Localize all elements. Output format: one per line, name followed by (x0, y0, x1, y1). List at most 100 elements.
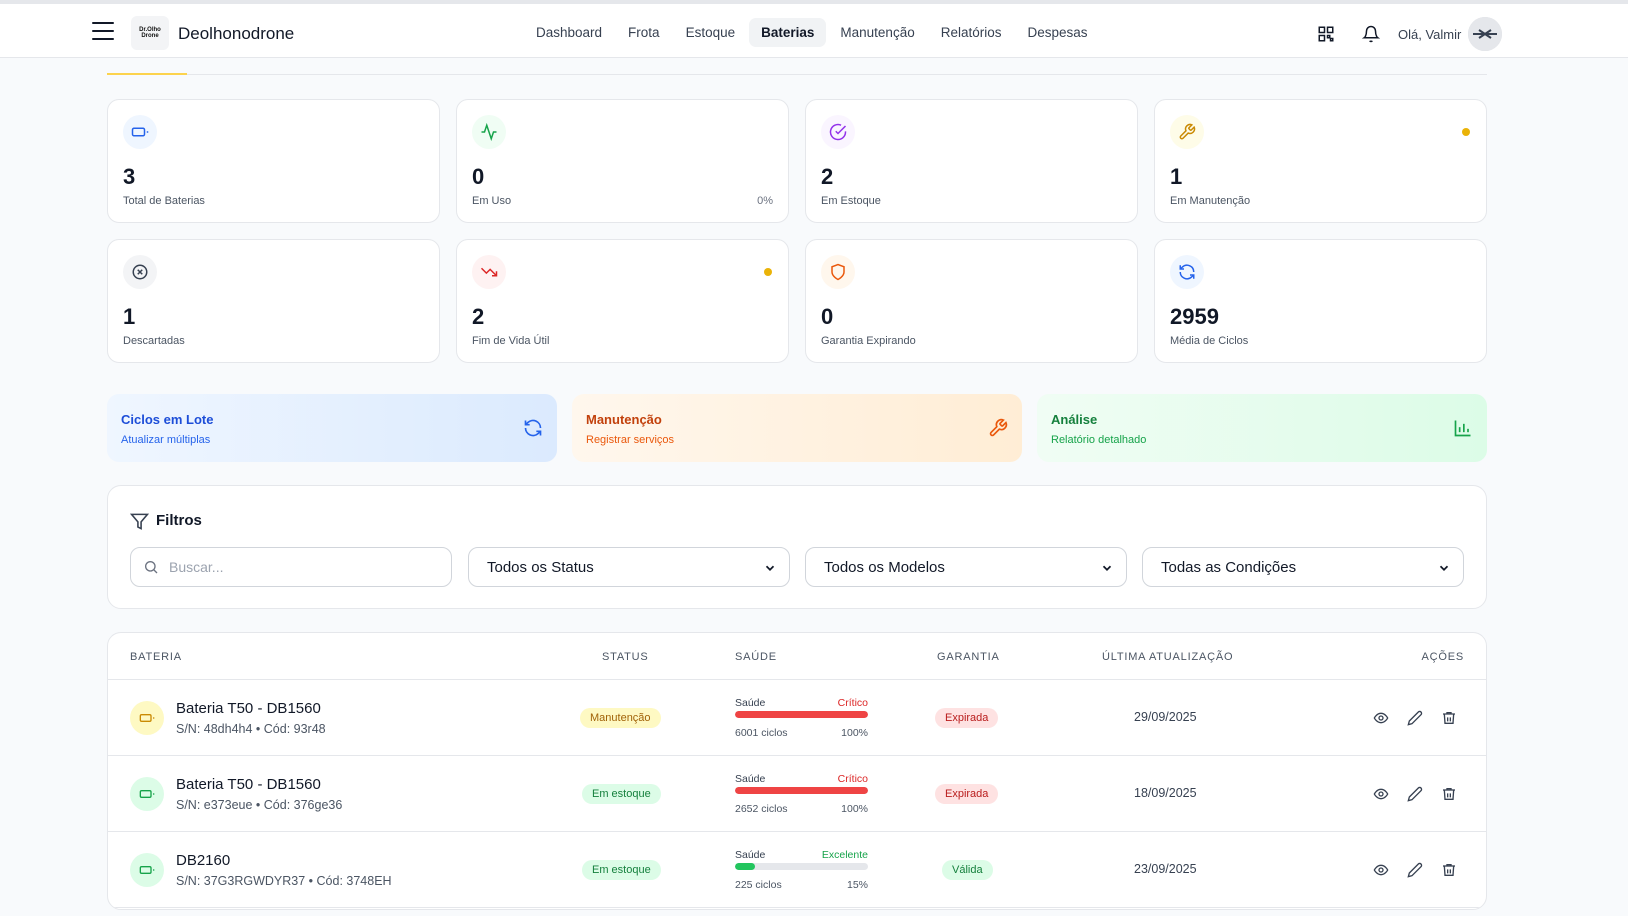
brand-name[interactable]: Deolhonodrone (178, 24, 295, 43)
nav-relatorios[interactable]: Relatórios (940, 25, 1002, 40)
battery-name: DB2160 (176, 852, 231, 869)
last-updated-date: 29/09/2025 (1134, 710, 1197, 724)
wrench-icon (989, 418, 1008, 437)
qr-code-icon[interactable] (1316, 24, 1336, 44)
col-garantia: GARANTIA (937, 651, 1000, 663)
active-tab-indicator (107, 73, 187, 75)
table-row[interactable]: DB2160 S/N: 37G3RGWDYR37 • Cód: 3748EH E… (108, 832, 1486, 908)
stat-value: 0 (821, 304, 834, 329)
health-indicator: Saúde Crítico 6001 ciclos 100% (735, 697, 868, 741)
health-label: Saúde (735, 773, 766, 785)
table-row[interactable]: Bateria T50 - DB1560 S/N: e373eue • Cód:… (108, 756, 1486, 832)
status-select[interactable]: Todos os Status (468, 547, 790, 587)
stat-value: 2 (821, 164, 834, 189)
health-label: Saúde (735, 697, 766, 709)
warranty-badge: Expirada (935, 784, 999, 804)
main-nav: Dashboard Frota Estoque Baterias Manuten… (524, 18, 1100, 47)
batteries-table: BATERIA STATUS SAÚDE GARANTIA ÚLTIMA ATU… (107, 632, 1487, 910)
col-saude: SAÚDE (735, 651, 777, 663)
condition-select[interactable]: Todas as Condições (1142, 547, 1464, 587)
col-status: STATUS (602, 651, 649, 663)
health-percentage: 100% (841, 727, 868, 739)
nav-dashboard[interactable]: Dashboard (536, 25, 603, 40)
battery-icon (130, 701, 164, 735)
ciclos-em-lote-card[interactable]: Ciclos em Lote Atualizar múltiplas (107, 394, 557, 462)
stat-value: 0 (472, 164, 485, 189)
stat-percentage: 0% (757, 195, 773, 207)
alert-dot (764, 268, 772, 276)
cycle-count: 6001 ciclos (735, 727, 788, 739)
action-title: Manutenção (586, 412, 662, 427)
stat-em-uso: 0 Em Uso 0% (456, 99, 789, 223)
condition-select-value: Todas as Condições (1161, 558, 1297, 576)
user-greeting: Olá, Valmir (1398, 27, 1462, 42)
nav-despesas[interactable]: Despesas (1027, 25, 1088, 40)
alert-dot (1462, 128, 1470, 136)
stat-value: 2 (472, 304, 485, 329)
nav-frota[interactable]: Frota (628, 25, 660, 40)
table-row[interactable]: Bateria T50 - DB1560 S/N: 48dh4h4 • Cód:… (108, 680, 1486, 756)
view-icon[interactable] (1372, 785, 1390, 803)
health-status: Excelente (821, 849, 868, 861)
health-bar (735, 787, 868, 794)
trending-down-icon (472, 255, 506, 289)
health-indicator: Saúde Excelente 225 ciclos 15% (735, 849, 868, 893)
chevron-down-icon (765, 565, 775, 571)
brand-logo[interactable]: Dr.Olho Drone (131, 16, 169, 50)
delete-icon[interactable] (1440, 709, 1458, 727)
filter-icon (130, 513, 149, 530)
last-updated-date: 18/09/2025 (1134, 786, 1197, 800)
stat-label: Descartadas (123, 335, 185, 347)
search-icon (145, 561, 158, 574)
delete-icon[interactable] (1440, 861, 1458, 879)
action-subtitle: Atualizar múltiplas (121, 434, 211, 446)
refresh-icon (1170, 255, 1204, 289)
avatar[interactable] (1468, 17, 1502, 51)
filters-panel: Filtros Buscar... Todos os Status Todos … (107, 485, 1487, 609)
stat-em-estoque: 2 Em Estoque (805, 99, 1138, 223)
stat-label: Em Uso (472, 195, 512, 207)
status-badge: Em estoque (582, 784, 661, 804)
manutencao-card[interactable]: Manutenção Registrar serviços (572, 394, 1022, 462)
warranty-badge: Válida (942, 860, 993, 880)
view-icon[interactable] (1372, 861, 1390, 879)
stat-label: Total de Baterias (123, 195, 205, 207)
menu-icon[interactable] (92, 22, 114, 40)
nav-estoque[interactable]: Estoque (685, 25, 736, 40)
stat-value: 1 (1170, 164, 1183, 189)
health-bar (735, 711, 868, 718)
wrench-icon (1170, 115, 1204, 149)
edit-icon[interactable] (1406, 709, 1424, 727)
check-circle-icon (821, 115, 855, 149)
status-badge: Em estoque (582, 860, 661, 880)
health-status: Crítico (837, 697, 868, 709)
tab-divider (107, 74, 1487, 75)
model-select-value: Todos os Modelos (824, 558, 945, 576)
edit-icon[interactable] (1406, 861, 1424, 879)
cycle-count: 2652 ciclos (735, 803, 788, 815)
health-status: Crítico (837, 773, 868, 785)
analise-card[interactable]: Análise Relatório detalhado (1037, 394, 1487, 462)
stat-label: Em Manutenção (1170, 195, 1251, 207)
refresh-icon (524, 419, 542, 437)
activity-icon (472, 115, 506, 149)
stat-label: Fim de Vida Útil (472, 335, 550, 347)
battery-serial: S/N: e373eue • Cód: 376ge36 (176, 798, 343, 812)
bell-icon[interactable] (1361, 24, 1381, 44)
col-ultima-atualizacao: ÚLTIMA ATUALIZAÇÃO (1102, 651, 1234, 663)
cycle-count: 225 ciclos (735, 879, 782, 891)
nav-manutencao[interactable]: Manutenção (840, 25, 915, 40)
nav-baterias[interactable]: Baterias (749, 18, 827, 47)
status-badge: Manutenção (580, 708, 661, 728)
status-select-value: Todos os Status (487, 558, 594, 576)
model-select[interactable]: Todos os Modelos (805, 547, 1127, 587)
stat-label: Garantia Expirando (821, 335, 916, 347)
delete-icon[interactable] (1440, 785, 1458, 803)
view-icon[interactable] (1372, 709, 1390, 727)
action-title: Ciclos em Lote (121, 412, 214, 427)
search-input[interactable]: Buscar... (130, 547, 452, 587)
stat-fim-de-vida: 2 Fim de Vida Útil (456, 239, 789, 363)
action-title: Análise (1051, 412, 1098, 427)
col-acoes: AÇÕES (1421, 651, 1464, 663)
edit-icon[interactable] (1406, 785, 1424, 803)
